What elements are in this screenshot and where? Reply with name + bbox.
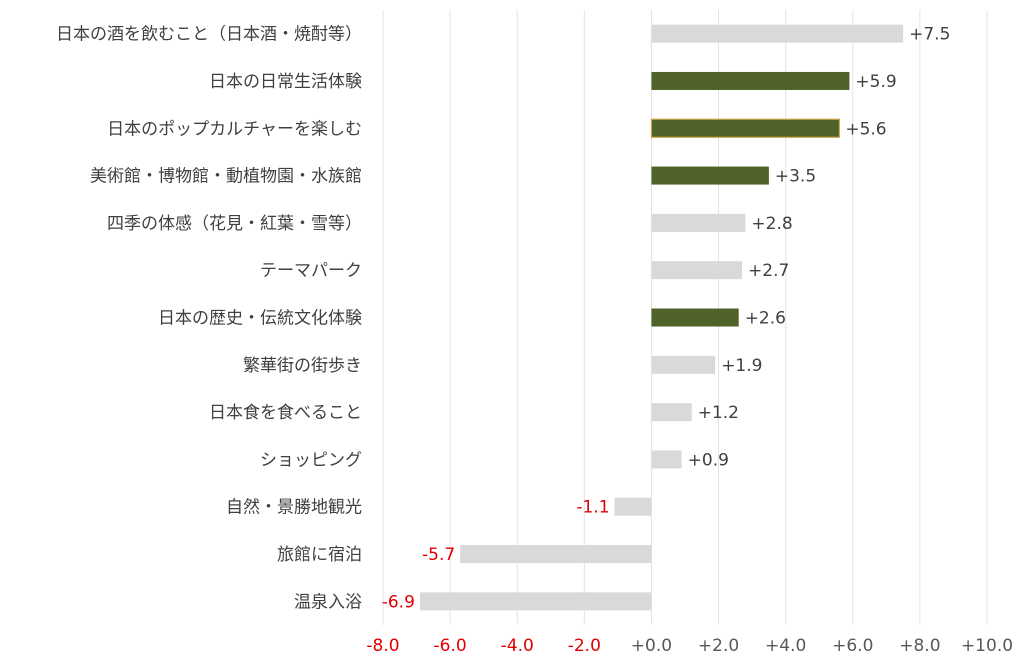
bar [460,545,652,564]
x-axis-tick-labels: -8.0 -6.0 -4.0 -2.0 +0.0 +2.0 +4.0 +6.0 +8.0 +10.… [366,636,1013,656]
tick-label: +0.0 [631,636,672,656]
data-label: +2.7 [748,261,789,281]
data-label: -5.7 [422,545,455,565]
tick-label: -4.0 [501,636,534,656]
tick-label: +2.0 [698,636,739,656]
category-label: 自然・景勝地観光 [226,498,362,518]
data-label: -1.1 [576,498,609,518]
bar [651,24,904,43]
bar [651,308,739,327]
bar [651,261,743,280]
bar [651,71,850,90]
data-label: +5.6 [845,119,886,139]
tick-label: +10.0 [961,636,1013,656]
category-label: 日本食を食べること [209,403,362,423]
bar [651,403,692,422]
data-label: +1.9 [721,356,762,376]
bar [614,497,652,516]
category-label: 温泉入浴 [294,592,362,612]
data-label: +5.9 [855,72,896,92]
category-label: 日本の日常生活体験 [209,72,362,92]
data-label: +0.9 [688,450,729,470]
data-labels: +7.5 +5.9 +5.6 +3.5 +2.8 +2.7 +2.6 +1.9 +1.2 +0.9… [382,25,951,613]
bars [419,24,904,611]
category-label: 日本のポップカルチャーを楽しむ [107,119,362,139]
bar [651,355,716,374]
data-label: +3.5 [775,167,816,187]
data-label: -6.9 [382,592,415,612]
tick-label: -6.0 [434,636,467,656]
category-label: 日本の歴史・伝統文化体験 [158,309,362,329]
bar [651,166,769,185]
category-label: テーマパーク [260,261,362,281]
data-label: +1.2 [698,403,739,423]
bar [419,592,652,611]
bar [650,118,840,138]
bar [651,450,682,469]
category-label: 旅館に宿泊 [277,545,362,565]
data-label: +2.8 [751,214,792,234]
category-label: 美術館・博物館・動植物園・水族館 [90,167,362,187]
category-label: 四季の体感（花見・紅葉・雪等） [107,214,362,234]
tick-label: -8.0 [366,636,399,656]
category-labels: 日本の酒を飲むこと（日本酒・焼酎等） 日本の日常生活体験日本のポップカルチャーを楽… [56,25,362,613]
category-label: 日本の酒を飲むこと（日本酒・焼酎等） [56,25,362,45]
category-label: 繁華街の街歩き [243,356,362,376]
tick-label: +6.0 [832,636,873,656]
tick-label: +8.0 [899,636,940,656]
data-label: +2.6 [745,309,786,329]
tick-label: -2.0 [568,636,601,656]
category-label: ショッピング [260,450,362,470]
bar [651,213,746,232]
data-label: +7.5 [909,25,950,45]
tick-label: +4.0 [765,636,806,656]
